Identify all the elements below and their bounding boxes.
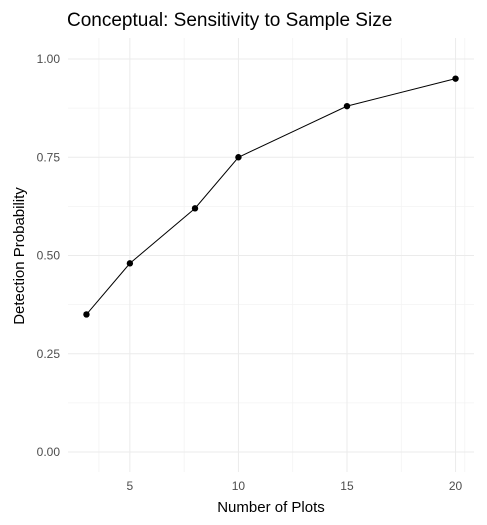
data-point — [126, 260, 134, 267]
y-tick-label: 0.25 — [37, 347, 61, 361]
x-tick-label: 5 — [127, 479, 134, 493]
data-point — [191, 205, 199, 212]
series-line — [86, 78, 456, 315]
x-tick-label: 10 — [232, 479, 246, 493]
data-point — [343, 102, 351, 110]
y-tick-label: 0.50 — [37, 249, 61, 263]
x-axis-ticks: 5 10 15 20 — [127, 479, 463, 493]
data-point — [452, 75, 459, 82]
y-tick-label: 0.75 — [37, 150, 61, 164]
x-axis-label: Number of Plots — [217, 499, 325, 516]
data-point — [83, 311, 90, 318]
x-tick-label: 15 — [340, 479, 354, 493]
y-tick-label: 1.00 — [37, 52, 61, 66]
chart-title: Conceptual: Sensitivity to Sample Size — [67, 10, 392, 31]
y-tick-label: 0.00 — [37, 445, 61, 459]
series — [83, 75, 459, 318]
data-point — [235, 154, 242, 161]
x-tick-label: 20 — [449, 479, 463, 493]
y-axis-label: Detection Probability — [11, 187, 28, 325]
grid — [68, 38, 474, 472]
y-axis-ticks: 0.00 0.25 0.50 0.75 1.00 — [37, 52, 61, 459]
